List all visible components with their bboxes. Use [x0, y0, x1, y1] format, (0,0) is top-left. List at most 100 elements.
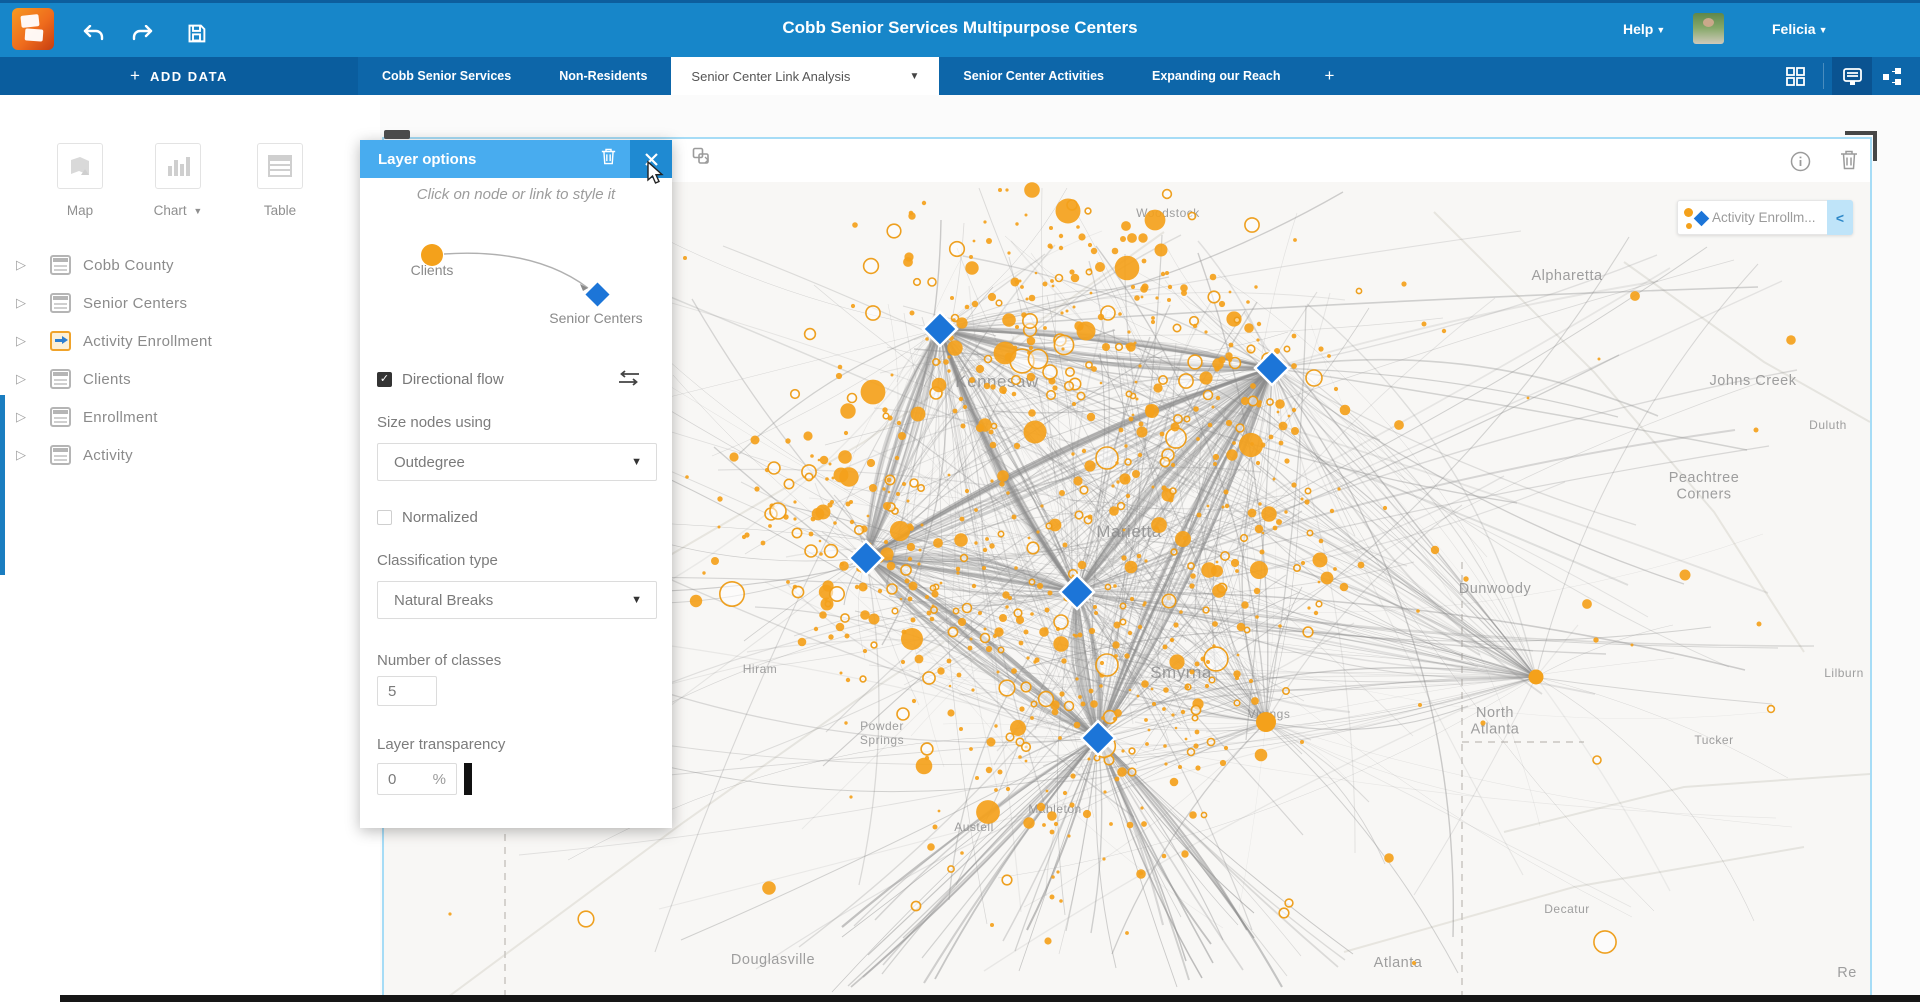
style-hint-text: Click on node or link to style it — [416, 186, 616, 203]
redo-icon[interactable] — [132, 25, 154, 42]
dataset-label: Activity Enrollment — [83, 332, 213, 350]
card-grid-view-icon[interactable] — [1775, 57, 1815, 95]
chevron-down-icon: ▼ — [631, 456, 642, 468]
panel-header[interactable]: Layer options — [360, 140, 672, 178]
tab-label: + — [1324, 66, 1335, 85]
senior-centers-node-label: Senior Centers — [549, 310, 643, 326]
new-table-button[interactable] — [257, 143, 303, 189]
dataset-list: ▷ Cobb County ▷ Senior Centers ▷ Activity Enr… — [0, 246, 380, 474]
plus-icon: + — [130, 66, 140, 85]
text-caret — [464, 763, 472, 795]
chevron-down-icon: ▼ — [1656, 25, 1666, 35]
sidebar-scroll-indicator[interactable] — [0, 395, 5, 575]
directional-flow-checkbox[interactable]: ✓ — [377, 372, 392, 387]
clients-node-label: Clients — [410, 262, 454, 278]
classification-select[interactable]: Natural Breaks ▼ — [377, 581, 657, 619]
svg-text:Smyrna: Smyrna — [1150, 663, 1212, 682]
divider — [1823, 63, 1824, 89]
node-link-preview[interactable] — [360, 230, 672, 360]
svg-text:Duluth: Duluth — [1809, 418, 1847, 432]
dataset-row-activity[interactable]: ▷ Activity — [0, 436, 380, 474]
card-filter-icon[interactable] — [692, 147, 710, 170]
tab-senior-center-link-analysis[interactable]: Senior Center Link Analysis ▼ — [671, 57, 940, 95]
data-sidebar: Map Chart ▼ Table ▷ Cobb County ▷ Senior Ce… — [0, 95, 380, 1002]
help-menu[interactable]: Help ▼ — [1623, 21, 1666, 37]
dataset-row-enrollment[interactable]: ▷ Enrollment — [0, 398, 380, 436]
classes-input[interactable]: 5 — [377, 676, 437, 706]
classes-label: Number of classes — [377, 652, 502, 669]
expand-icon[interactable]: ▷ — [16, 447, 26, 462]
avatar[interactable] — [1693, 13, 1724, 44]
expand-icon[interactable]: ▷ — [16, 295, 26, 310]
info-icon[interactable] — [1790, 151, 1811, 177]
dataset-label: Activity — [83, 446, 133, 464]
legend-chip[interactable]: Activity Enrollm... < — [1677, 200, 1853, 235]
workbook-title: Cobb Senior Services Multipurpose Center… — [782, 18, 1138, 37]
legend-collapse-button[interactable]: < — [1827, 200, 1853, 235]
normalized-label: Normalized — [402, 509, 478, 526]
tab-label: Cobb Senior Services — [382, 69, 512, 83]
expand-icon[interactable]: ▷ — [16, 371, 26, 386]
svg-text:Hiram: Hiram — [743, 662, 778, 676]
new-map-button[interactable] — [57, 143, 103, 189]
dataset-row-activity-enrollment[interactable]: ▷ Activity Enrollment — [0, 322, 380, 360]
app-logo-icon[interactable] — [12, 8, 54, 50]
tab-label: Senior Center Activities — [963, 69, 1104, 83]
tab-expanding-our-reach[interactable]: Expanding our Reach — [1128, 57, 1305, 95]
size-nodes-select[interactable]: Outdegree ▼ — [377, 443, 657, 481]
panel-title: Layer options — [378, 150, 477, 168]
svg-text:Atlanta: Atlanta — [1374, 955, 1423, 971]
panel-drag-handle[interactable] — [384, 130, 410, 139]
dataset-label: Clients — [83, 370, 131, 388]
delete-card-icon[interactable] — [1840, 150, 1858, 175]
legend-layer-label: Activity Enrollm... — [1712, 210, 1816, 225]
tab-cobb-senior-services[interactable]: Cobb Senior Services — [358, 57, 535, 95]
bottom-edge-strip — [60, 995, 1920, 1002]
chevron-down-icon: ▼ — [909, 70, 920, 82]
table-dataset-icon — [50, 445, 71, 465]
new-chart-button[interactable] — [155, 143, 201, 189]
swap-direction-icon[interactable] — [618, 370, 640, 391]
user-menu[interactable]: Felicia ▼ — [1772, 21, 1828, 37]
svg-text:Johns Creek: Johns Creek — [1710, 373, 1797, 389]
new-page-tab[interactable]: + — [1304, 57, 1354, 95]
save-icon[interactable] — [186, 23, 207, 44]
layer-symbol-icon — [1678, 201, 1712, 234]
single-card-view-icon[interactable] — [1832, 57, 1872, 95]
tab-non-residents[interactable]: Non-Residents — [535, 57, 671, 95]
classification-label: Classification type — [377, 552, 498, 569]
undo-icon[interactable] — [82, 25, 104, 42]
transparency-label: Layer transparency — [377, 736, 506, 753]
tab-label: Non-Residents — [559, 69, 648, 83]
table-dataset-icon — [50, 293, 71, 313]
size-nodes-label: Size nodes using — [377, 414, 492, 431]
dataset-row-senior-centers[interactable]: ▷ Senior Centers — [0, 284, 380, 322]
senior-centers-node[interactable] — [585, 282, 610, 307]
app-header: Cobb Senior Services Multipurpose Center… — [0, 0, 1920, 57]
mouse-cursor — [640, 160, 666, 193]
model-view-icon[interactable] — [1872, 57, 1912, 95]
transparency-input[interactable]: 0 % — [377, 763, 457, 795]
dataset-row-cobb-county[interactable]: ▷ Cobb County — [0, 246, 380, 284]
add-data-button[interactable]: + ADD DATA — [0, 57, 358, 95]
expand-icon[interactable]: ▷ — [16, 333, 26, 348]
clients-node[interactable] — [421, 244, 443, 266]
expand-icon[interactable]: ▷ — [16, 257, 26, 272]
normalized-checkbox[interactable] — [377, 510, 392, 525]
tab-senior-center-activities[interactable]: Senior Center Activities — [939, 57, 1128, 95]
dataset-label: Cobb County — [83, 256, 174, 274]
map-tool-label: Map — [66, 203, 94, 218]
chart-tool-label[interactable]: Chart ▼ — [153, 203, 203, 218]
dataset-row-clients[interactable]: ▷ Clients — [0, 360, 380, 398]
view-toggle-group — [1775, 57, 1912, 95]
dataset-label: Senior Centers — [83, 294, 188, 312]
chevron-down-icon: ▼ — [1818, 25, 1828, 35]
table-tool-label: Table — [263, 203, 297, 218]
expand-icon[interactable]: ▷ — [16, 409, 26, 424]
svg-text:Re: Re — [1837, 965, 1857, 981]
trash-icon[interactable] — [601, 148, 616, 170]
table-dataset-icon — [50, 255, 71, 275]
